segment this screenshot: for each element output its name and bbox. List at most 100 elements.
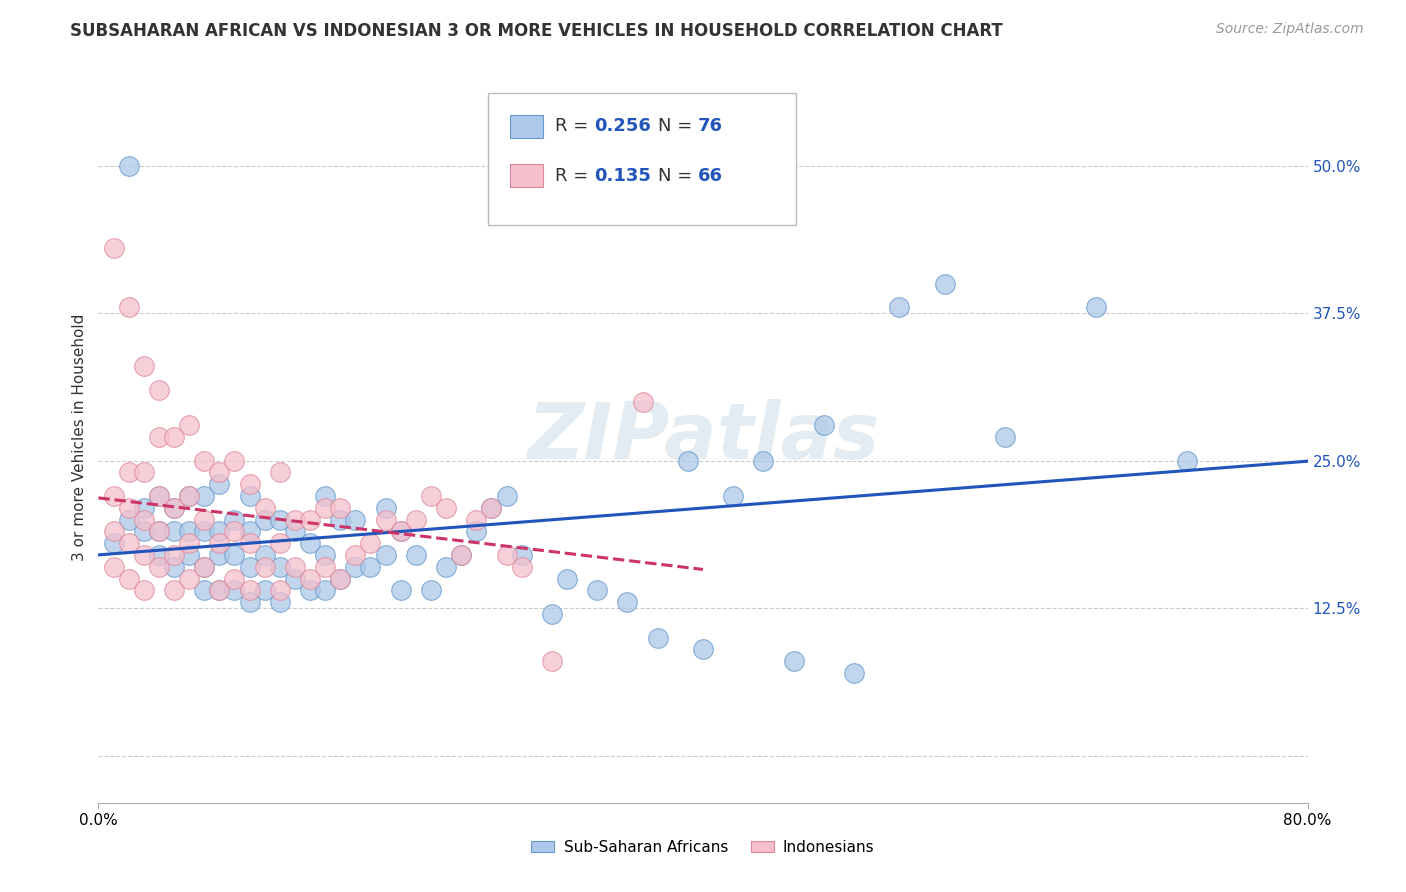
Point bbox=[374, 513, 396, 527]
Point bbox=[179, 524, 201, 539]
Point bbox=[465, 524, 488, 539]
Point bbox=[103, 559, 125, 574]
Text: 0.256: 0.256 bbox=[595, 117, 651, 136]
Point bbox=[224, 524, 246, 539]
Point bbox=[510, 548, 533, 562]
Point bbox=[148, 430, 170, 444]
Point bbox=[132, 359, 155, 374]
Point bbox=[208, 583, 231, 598]
FancyBboxPatch shape bbox=[509, 114, 543, 138]
Point bbox=[434, 500, 457, 515]
Text: ZIPatlas: ZIPatlas bbox=[527, 399, 879, 475]
Point bbox=[118, 513, 141, 527]
Point bbox=[193, 453, 215, 467]
Point bbox=[344, 548, 367, 562]
Point bbox=[239, 489, 262, 503]
Point bbox=[253, 513, 276, 527]
Text: N =: N = bbox=[658, 117, 699, 136]
Y-axis label: 3 or more Vehicles in Household: 3 or more Vehicles in Household bbox=[72, 313, 87, 561]
Point bbox=[299, 572, 322, 586]
Point bbox=[314, 500, 336, 515]
Point bbox=[239, 477, 262, 491]
Point bbox=[239, 559, 262, 574]
Text: 76: 76 bbox=[699, 117, 723, 136]
Point bbox=[193, 513, 215, 527]
Legend: Sub-Saharan Africans, Indonesians: Sub-Saharan Africans, Indonesians bbox=[526, 834, 880, 861]
Point bbox=[284, 524, 307, 539]
Point bbox=[692, 642, 714, 657]
Point bbox=[132, 524, 155, 539]
Point bbox=[723, 489, 745, 503]
Point bbox=[1085, 301, 1108, 315]
Point bbox=[405, 513, 427, 527]
Point bbox=[239, 583, 262, 598]
Point bbox=[631, 394, 654, 409]
Point bbox=[314, 489, 336, 503]
Point bbox=[193, 489, 215, 503]
Point bbox=[148, 489, 170, 503]
Point bbox=[148, 559, 170, 574]
Point bbox=[586, 583, 609, 598]
Point bbox=[420, 489, 443, 503]
Point bbox=[132, 583, 155, 598]
Point bbox=[163, 500, 186, 515]
Point bbox=[299, 536, 322, 550]
Point bbox=[224, 548, 246, 562]
Point bbox=[224, 453, 246, 467]
Point bbox=[163, 583, 186, 598]
Point bbox=[148, 548, 170, 562]
Point bbox=[253, 548, 276, 562]
Text: 66: 66 bbox=[699, 167, 723, 185]
Point bbox=[420, 583, 443, 598]
Point bbox=[208, 548, 231, 562]
Point bbox=[555, 572, 578, 586]
Point bbox=[208, 583, 231, 598]
Point bbox=[329, 572, 352, 586]
Point bbox=[389, 583, 412, 598]
Point bbox=[148, 524, 170, 539]
Point bbox=[540, 607, 562, 621]
Point bbox=[118, 301, 141, 315]
Point bbox=[148, 489, 170, 503]
Point bbox=[344, 559, 367, 574]
Point bbox=[752, 453, 775, 467]
Point bbox=[284, 513, 307, 527]
Point bbox=[374, 548, 396, 562]
Text: 0.135: 0.135 bbox=[595, 167, 651, 185]
Point bbox=[284, 559, 307, 574]
Point bbox=[239, 524, 262, 539]
Point bbox=[540, 654, 562, 668]
Point bbox=[495, 548, 517, 562]
Text: N =: N = bbox=[658, 167, 699, 185]
Point bbox=[163, 524, 186, 539]
Point bbox=[450, 548, 472, 562]
Point bbox=[118, 159, 141, 173]
Point bbox=[269, 595, 291, 609]
Point bbox=[253, 559, 276, 574]
Point bbox=[179, 536, 201, 550]
Point bbox=[450, 548, 472, 562]
Point bbox=[495, 489, 517, 503]
Point bbox=[132, 466, 155, 480]
Point bbox=[103, 489, 125, 503]
Point bbox=[314, 583, 336, 598]
Text: R =: R = bbox=[555, 117, 595, 136]
Point bbox=[314, 548, 336, 562]
Point bbox=[1175, 453, 1198, 467]
Point bbox=[253, 500, 276, 515]
Point bbox=[269, 559, 291, 574]
Point bbox=[269, 536, 291, 550]
Point bbox=[224, 583, 246, 598]
Point bbox=[224, 572, 246, 586]
Point bbox=[118, 572, 141, 586]
FancyBboxPatch shape bbox=[509, 164, 543, 187]
Point bbox=[994, 430, 1017, 444]
Point bbox=[193, 559, 215, 574]
Point bbox=[389, 524, 412, 539]
Point bbox=[148, 524, 170, 539]
Point bbox=[844, 666, 866, 681]
Point bbox=[344, 513, 367, 527]
Point bbox=[103, 524, 125, 539]
Point bbox=[465, 513, 488, 527]
Point bbox=[179, 489, 201, 503]
